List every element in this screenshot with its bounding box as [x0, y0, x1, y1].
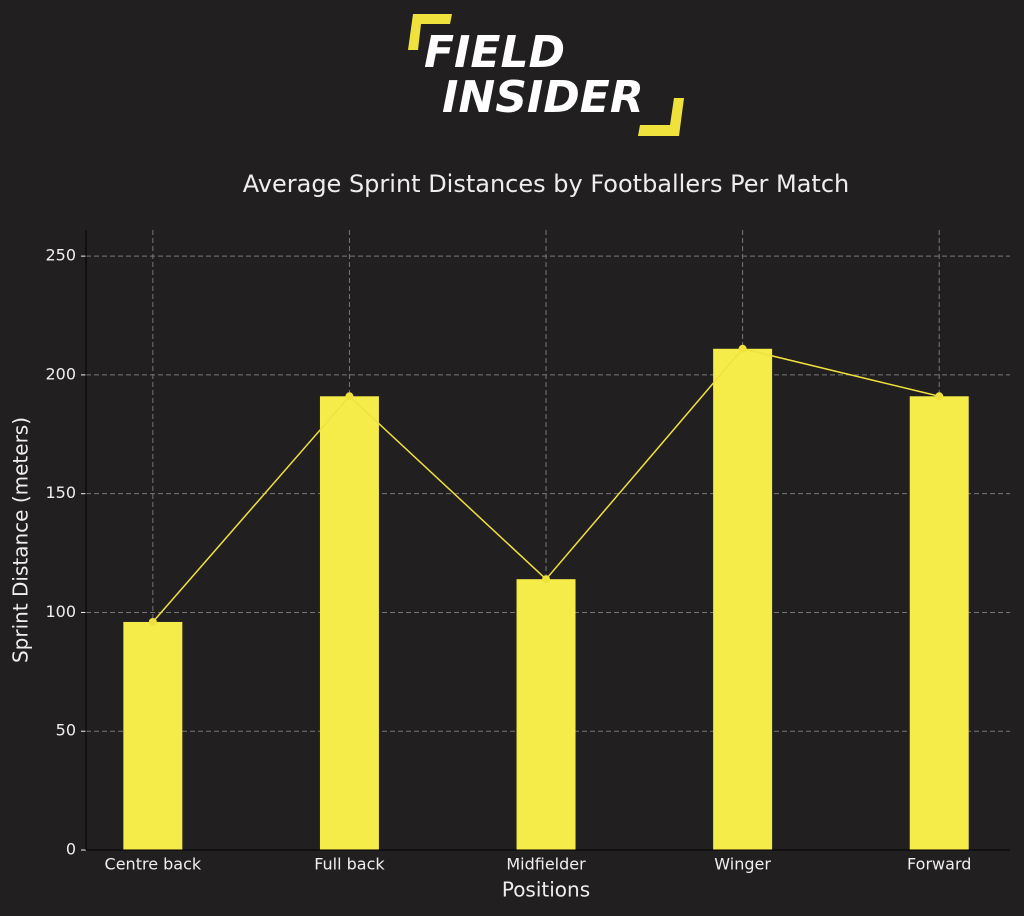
y-tick-label: 50 — [56, 721, 76, 740]
y-tick-label: 200 — [45, 364, 76, 383]
y-tick-label: 100 — [45, 602, 76, 621]
x-tick-label: Centre back — [105, 855, 202, 874]
line-point — [542, 575, 551, 584]
bar — [516, 579, 576, 850]
bar — [713, 348, 773, 850]
logo-text: FIELD — [424, 27, 565, 78]
logo: FIELD INSIDER — [408, 14, 684, 136]
x-tick-label: Midfielder — [506, 855, 586, 874]
x-tick-label: Full back — [314, 855, 385, 874]
y-axis-label: Sprint Distance (meters) — [9, 417, 33, 663]
bar — [319, 396, 379, 850]
line-point — [345, 392, 354, 401]
line-point — [935, 392, 944, 401]
bar — [123, 621, 183, 850]
logo-text: INSIDER — [442, 72, 644, 123]
x-tick-label: Winger — [714, 855, 771, 874]
x-tick-label: Forward — [907, 855, 971, 874]
line-point — [738, 344, 747, 353]
chart-title: Average Sprint Distances by Footballers … — [243, 170, 849, 198]
logo-bracket — [638, 98, 684, 136]
line-point — [148, 617, 157, 626]
x-axis-label: Positions — [502, 878, 590, 902]
bar — [909, 396, 969, 850]
y-tick-label: 0 — [66, 840, 76, 859]
logo-bracket — [408, 14, 452, 50]
y-tick-label: 150 — [45, 483, 76, 502]
y-tick-label: 250 — [45, 246, 76, 265]
